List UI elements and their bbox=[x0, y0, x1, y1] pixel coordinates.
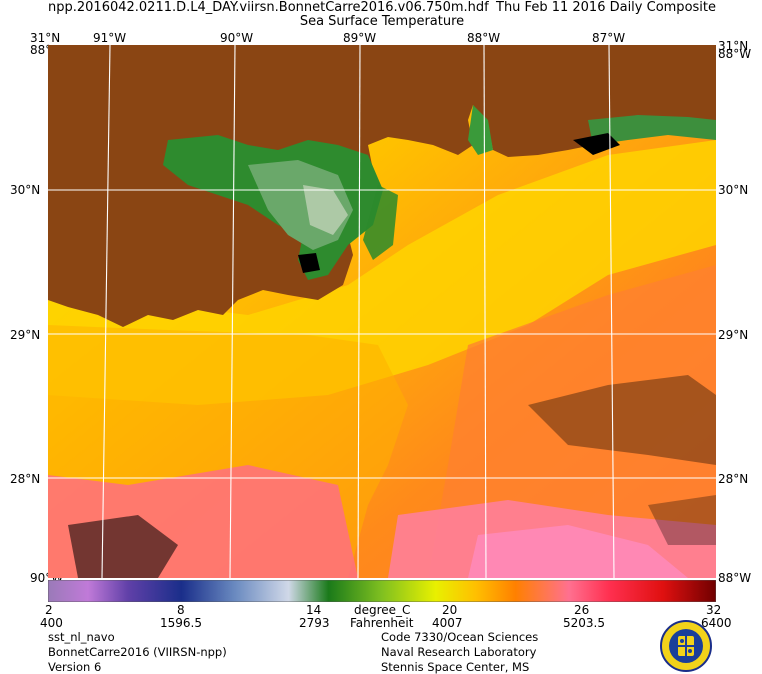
footer-algorithm: sst_nl_navo bbox=[48, 630, 115, 644]
nodata-lake bbox=[298, 253, 320, 273]
footer-version: Version 6 bbox=[48, 660, 102, 674]
corner-label-top-left: 31°N bbox=[30, 31, 61, 45]
lon-label-87w: 87°W bbox=[592, 31, 626, 45]
colorbar-tick-f-3: 4007 bbox=[432, 616, 463, 630]
product-title: Sea Surface Temperature bbox=[299, 14, 465, 29]
mobile-bay bbox=[468, 105, 493, 155]
colorbar-unit-fahrenheit: Fahrenheit bbox=[350, 616, 414, 630]
colorbar-gradient bbox=[48, 580, 716, 602]
meridian-88w bbox=[483, 45, 487, 578]
meridian-91w bbox=[101, 45, 111, 578]
nodata-bay bbox=[573, 133, 620, 155]
corner-label-top-right: 31°N bbox=[718, 39, 749, 53]
colorbar-tick-f-5: 6400 bbox=[701, 616, 732, 630]
lon-label-91w: 91°W bbox=[93, 31, 127, 45]
colorbar-tick-c-2: 14 bbox=[306, 603, 322, 617]
lat-label-28n-right: 28°N bbox=[718, 472, 749, 486]
nrl-seal-logo bbox=[660, 620, 712, 672]
nodata-patch-southwest bbox=[68, 515, 178, 578]
meridian-89w bbox=[357, 45, 361, 578]
lon-label-88w: 88°W bbox=[467, 31, 501, 45]
corner-label-bottom-right: 88°W bbox=[718, 571, 752, 585]
marsh-pale bbox=[303, 185, 348, 235]
corner-label-top-right-side: 88°W bbox=[718, 47, 752, 61]
lon-label-89w: 89°W bbox=[343, 31, 377, 45]
colorbar-tick-f-4: 5203.5 bbox=[563, 616, 605, 630]
colorbar-tick-f-1: 1596.5 bbox=[160, 616, 202, 630]
chandeleur-islands bbox=[363, 185, 398, 260]
colorbar-tick-c-1: 8 bbox=[177, 603, 185, 617]
lat-label-29n-left: 29°N bbox=[10, 328, 41, 342]
colorbar-tick-f-2: 2793 bbox=[299, 616, 330, 630]
meridian-87w bbox=[608, 45, 615, 578]
lat-label-30n-left: 30°N bbox=[10, 183, 41, 197]
lat-label-30n-right: 30°N bbox=[718, 183, 749, 197]
colorbar-tick-f-0: 400 bbox=[40, 616, 63, 630]
sst-map bbox=[48, 45, 716, 578]
colorbar-tick-c-4: 26 bbox=[574, 603, 590, 617]
footer-location: Stennis Space Center, MS bbox=[381, 660, 530, 674]
coastal-marsh-east bbox=[588, 115, 716, 145]
nodata-patch-far-east bbox=[648, 495, 716, 545]
land-mass bbox=[48, 45, 716, 327]
lat-lon-grid bbox=[48, 45, 716, 578]
lat-label-28n-left: 28°N bbox=[10, 472, 41, 486]
pink-warm-core bbox=[468, 525, 688, 578]
file-name-title: npp.2016042.0211.D.L4_DAY.viirsn.BonnetC… bbox=[48, 0, 489, 15]
colorbar-tick-c-0: 2 bbox=[45, 603, 53, 617]
colorbar-unit-celsius: degree_C bbox=[354, 603, 411, 617]
orange-offshore bbox=[428, 265, 716, 578]
footer-code: Code 7330/Ocean Sciences bbox=[381, 630, 539, 644]
footer-region: BonnetCarre2016 (VIIRSN-npp) bbox=[48, 645, 227, 659]
lat-label-29n-right: 29°N bbox=[718, 328, 749, 342]
footer-lab: Naval Research Laboratory bbox=[381, 645, 537, 659]
meridian-90w bbox=[229, 45, 236, 578]
nodata-patch-east bbox=[528, 375, 716, 465]
lon-label-90w: 90°W bbox=[220, 31, 254, 45]
temperature-colorbar bbox=[48, 580, 716, 602]
colorbar-tick-c-5: 32 bbox=[706, 603, 722, 617]
colorbar-tick-c-3: 20 bbox=[442, 603, 458, 617]
composite-date-title: Thu Feb 11 2016 Daily Composite bbox=[496, 0, 716, 15]
